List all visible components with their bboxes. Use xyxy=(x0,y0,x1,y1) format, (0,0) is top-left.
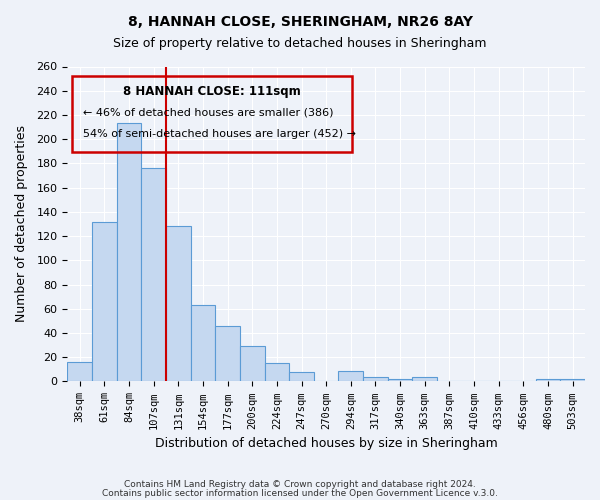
Text: 8, HANNAH CLOSE, SHERINGHAM, NR26 8AY: 8, HANNAH CLOSE, SHERINGHAM, NR26 8AY xyxy=(128,15,473,29)
Text: Size of property relative to detached houses in Sheringham: Size of property relative to detached ho… xyxy=(113,38,487,51)
Bar xyxy=(338,370,363,382)
Bar xyxy=(141,168,166,382)
Text: 54% of semi-detached houses are larger (452) →: 54% of semi-detached houses are larger (… xyxy=(83,130,356,140)
Bar xyxy=(92,222,116,382)
Bar xyxy=(265,364,289,382)
Bar xyxy=(191,305,215,382)
Bar xyxy=(67,362,92,382)
Text: ← 46% of detached houses are smaller (386): ← 46% of detached houses are smaller (38… xyxy=(83,108,334,118)
Bar xyxy=(166,226,191,382)
Bar xyxy=(536,379,560,382)
Bar xyxy=(116,124,141,382)
Text: Contains HM Land Registry data © Crown copyright and database right 2024.: Contains HM Land Registry data © Crown c… xyxy=(124,480,476,489)
Bar xyxy=(388,379,412,382)
Bar xyxy=(560,379,585,382)
Bar xyxy=(240,346,265,382)
X-axis label: Distribution of detached houses by size in Sheringham: Distribution of detached houses by size … xyxy=(155,437,497,450)
Bar xyxy=(363,376,388,382)
Y-axis label: Number of detached properties: Number of detached properties xyxy=(15,126,28,322)
Bar xyxy=(412,376,437,382)
Text: Contains public sector information licensed under the Open Government Licence v.: Contains public sector information licen… xyxy=(102,488,498,498)
Bar xyxy=(289,372,314,382)
Bar xyxy=(215,326,240,382)
Text: 8 HANNAH CLOSE: 111sqm: 8 HANNAH CLOSE: 111sqm xyxy=(124,86,301,98)
